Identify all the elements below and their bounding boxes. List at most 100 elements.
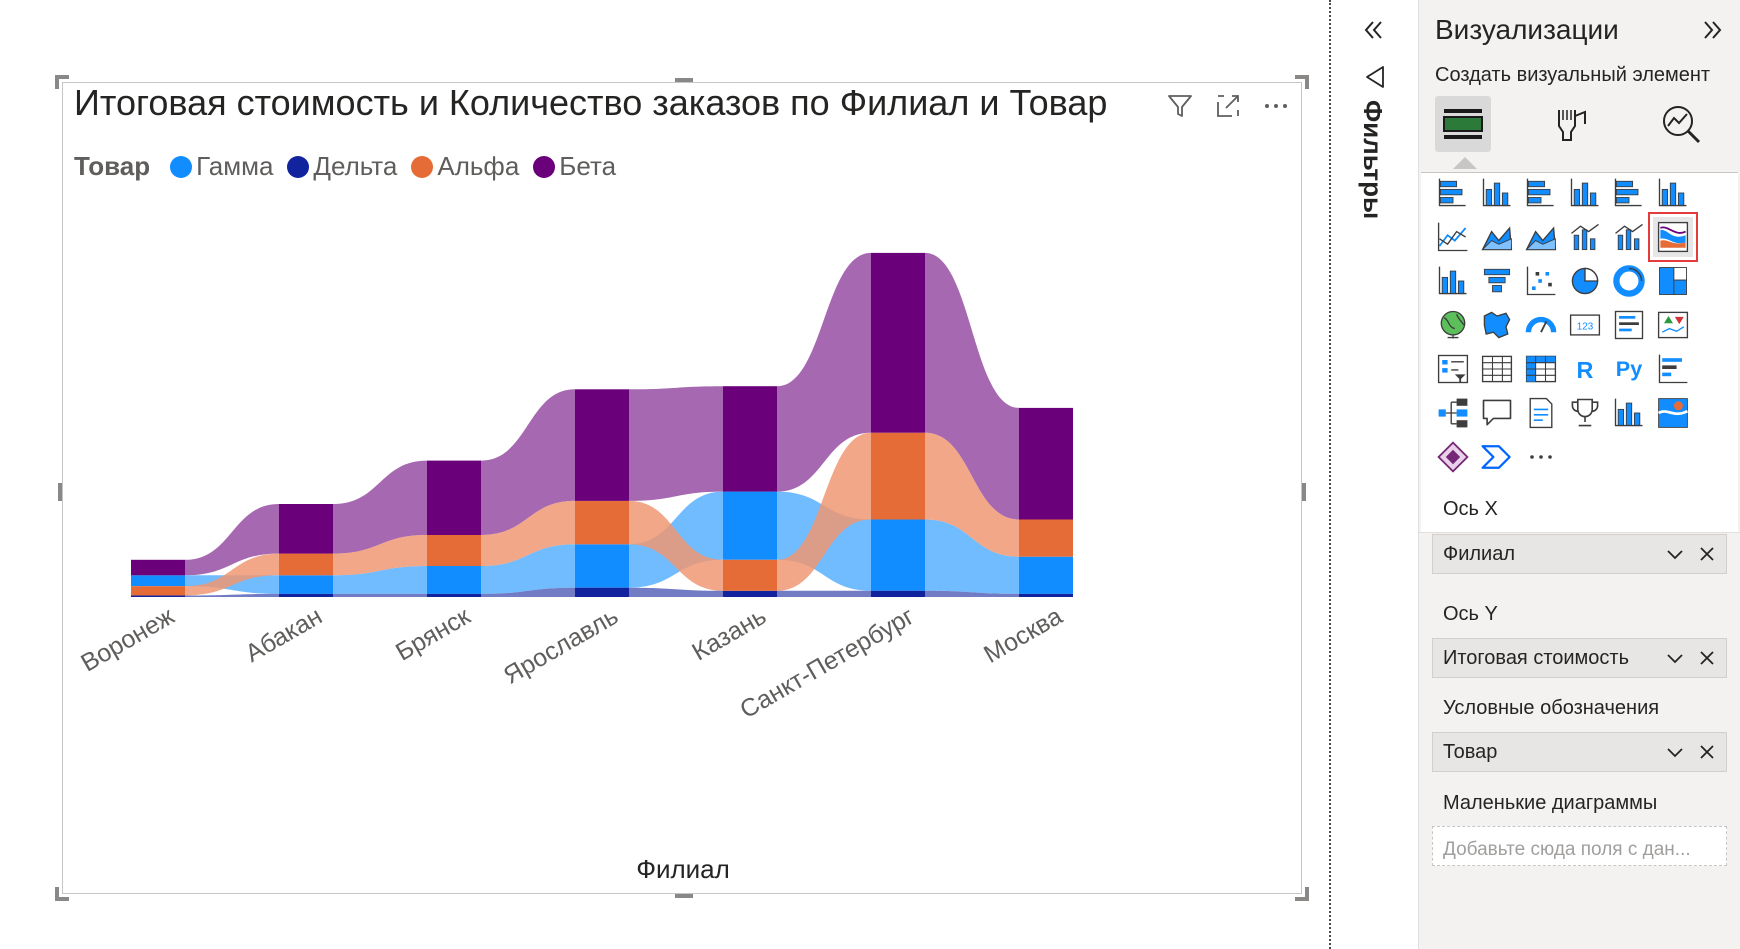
remove-field-icon[interactable] [1696, 647, 1718, 669]
ribbon-chart-visual[interactable]: Воронеж Абакан Брянск Ярославль Казань Санкт-… [55, 75, 1309, 901]
bar-segment-Гамма[interactable] [131, 575, 185, 587]
bar-segment-Гамма[interactable] [1019, 556, 1073, 594]
slicer-icon[interactable] [1433, 349, 1473, 389]
pie-chart-icon[interactable] [1565, 261, 1605, 301]
r-visual-icon[interactable]: R [1565, 349, 1605, 389]
filled-map-icon[interactable] [1477, 305, 1517, 345]
filter-funnel-icon[interactable] [1359, 62, 1389, 92]
key-influencers-icon[interactable] [1653, 349, 1693, 389]
ribbon-Альфа[interactable] [185, 553, 279, 596]
field-well-y-axis[interactable]: Итоговая стоимость [1432, 638, 1727, 678]
bar-segment-Дельта[interactable] [427, 593, 481, 597]
matrix-icon[interactable] [1521, 349, 1561, 389]
resize-handle-top-left[interactable] [55, 75, 69, 79]
resize-handle-top-right[interactable] [1295, 75, 1309, 79]
stacked-bar-chart-icon[interactable] [1433, 173, 1473, 213]
ribbon-Дельта[interactable] [629, 587, 723, 597]
ribbon-Бета[interactable] [629, 386, 723, 501]
multi-row-card-icon[interactable] [1609, 305, 1649, 345]
ribbon-Альфа[interactable] [925, 432, 1019, 557]
qa-icon[interactable] [1477, 393, 1517, 433]
resize-handle-bottom-left[interactable] [55, 897, 69, 901]
stacked-area-chart-icon[interactable] [1521, 217, 1561, 257]
format-visual-icon[interactable] [1543, 96, 1599, 152]
field-well-x-axis[interactable]: Филиал [1432, 534, 1727, 574]
ribbon-Дельта[interactable] [481, 587, 575, 597]
ribbon-Бета[interactable] [777, 252, 871, 492]
table-icon[interactable] [1477, 349, 1517, 389]
python-visual-icon[interactable]: Py [1609, 349, 1649, 389]
smart-narrative-icon[interactable] [1521, 393, 1561, 433]
bar-segment-Альфа[interactable] [1019, 519, 1073, 557]
resize-handle-bottom-left[interactable] [55, 887, 59, 901]
card-icon[interactable]: 123 [1565, 305, 1605, 345]
azure-map-icon[interactable] [1653, 393, 1693, 433]
bar-segment-Дельта[interactable] [575, 587, 629, 597]
legend-item[interactable]: Гамма [170, 151, 273, 182]
bar-segment-Дельта[interactable] [1019, 593, 1073, 597]
clustered-bar-chart-icon[interactable] [1521, 173, 1561, 213]
bar-segment-Гамма[interactable] [427, 566, 481, 594]
ribbon-Бета[interactable] [925, 252, 1019, 520]
resize-handle-right[interactable] [1302, 483, 1306, 501]
ribbon-Дельта[interactable] [777, 590, 871, 597]
100-stacked-bar-chart-icon[interactable] [1609, 173, 1649, 213]
clustered-column-chart-icon[interactable] [1565, 173, 1605, 213]
100-stacked-column-chart-icon[interactable] [1653, 173, 1693, 213]
bar-segment-Альфа[interactable] [871, 432, 925, 520]
more-visuals-icon[interactable] [1521, 437, 1561, 477]
ribbon-Альфа[interactable] [629, 500, 723, 591]
bar-segment-Гамма[interactable] [723, 491, 777, 560]
resize-handle-top-right[interactable] [1305, 75, 1309, 89]
ribbon-Гамма[interactable] [333, 566, 427, 594]
expand-pane-icon[interactable] [1695, 12, 1731, 48]
chevron-down-icon[interactable] [1664, 543, 1686, 565]
ribbon-chart-plot[interactable]: Воронеж Абакан Брянск Ярославль КазаньСанкт-… [63, 83, 1303, 895]
ribbon-Бета[interactable] [185, 504, 279, 576]
more-options-icon[interactable] [1259, 89, 1293, 123]
bar-segment-Бета[interactable] [575, 389, 629, 501]
power-automate-icon[interactable] [1477, 437, 1517, 477]
bar-segment-Гамма[interactable] [871, 519, 925, 591]
gauge-icon[interactable] [1521, 305, 1561, 345]
resize-handle-bottom-right[interactable] [1295, 897, 1309, 901]
small-multiples-drop-zone[interactable]: Добавьте сюда поля с дан... [1432, 826, 1727, 866]
bar-segment-Альфа[interactable] [279, 553, 333, 576]
remove-field-icon[interactable] [1696, 543, 1718, 565]
filter-icon[interactable] [1163, 89, 1197, 123]
goals-icon[interactable] [1565, 393, 1605, 433]
funnel-icon[interactable] [1477, 261, 1517, 301]
ribbon-Гамма[interactable] [925, 519, 1019, 594]
bar-segment-Альфа[interactable] [723, 559, 777, 591]
line-chart-icon[interactable] [1433, 217, 1473, 257]
analytics-icon[interactable] [1653, 96, 1709, 152]
focus-mode-icon[interactable] [1211, 89, 1245, 123]
line-stacked-column-chart-icon[interactable] [1609, 217, 1649, 257]
bar-segment-Бета[interactable] [427, 460, 481, 535]
collapse-panes-icon[interactable] [1355, 12, 1391, 48]
bar-segment-Дельта[interactable] [279, 593, 333, 597]
bar-segment-Бета[interactable] [871, 252, 925, 433]
kpi-icon[interactable] [1653, 305, 1693, 345]
ribbon-Альфа[interactable] [333, 535, 427, 576]
legend-item[interactable]: Бета [533, 151, 616, 182]
ribbon-Бета[interactable] [333, 460, 427, 554]
bar-segment-Бета[interactable] [723, 386, 777, 492]
ribbon-Дельта[interactable] [185, 593, 279, 597]
bar-segment-Бета[interactable] [279, 504, 333, 554]
bar-segment-Бета[interactable] [1019, 407, 1073, 520]
ribbon-Альфа[interactable] [777, 432, 871, 591]
ribbon-Дельта[interactable] [333, 593, 427, 597]
bar-segment-Гамма[interactable] [279, 575, 333, 594]
chevron-down-icon[interactable] [1664, 741, 1686, 763]
ribbon-Альфа[interactable] [481, 500, 575, 566]
map-icon[interactable] [1433, 305, 1473, 345]
ribbon-chart-icon[interactable] [1648, 212, 1698, 262]
bar-segment-Бета[interactable] [131, 559, 185, 576]
bar-segment-Дельта[interactable] [131, 595, 185, 597]
donut-chart-icon[interactable] [1609, 261, 1649, 301]
remove-field-icon[interactable] [1696, 741, 1718, 763]
bar-segment-Гамма[interactable] [575, 544, 629, 588]
resize-handle-bottom-right[interactable] [1305, 887, 1309, 901]
stacked-column-chart-icon[interactable] [1477, 173, 1517, 213]
